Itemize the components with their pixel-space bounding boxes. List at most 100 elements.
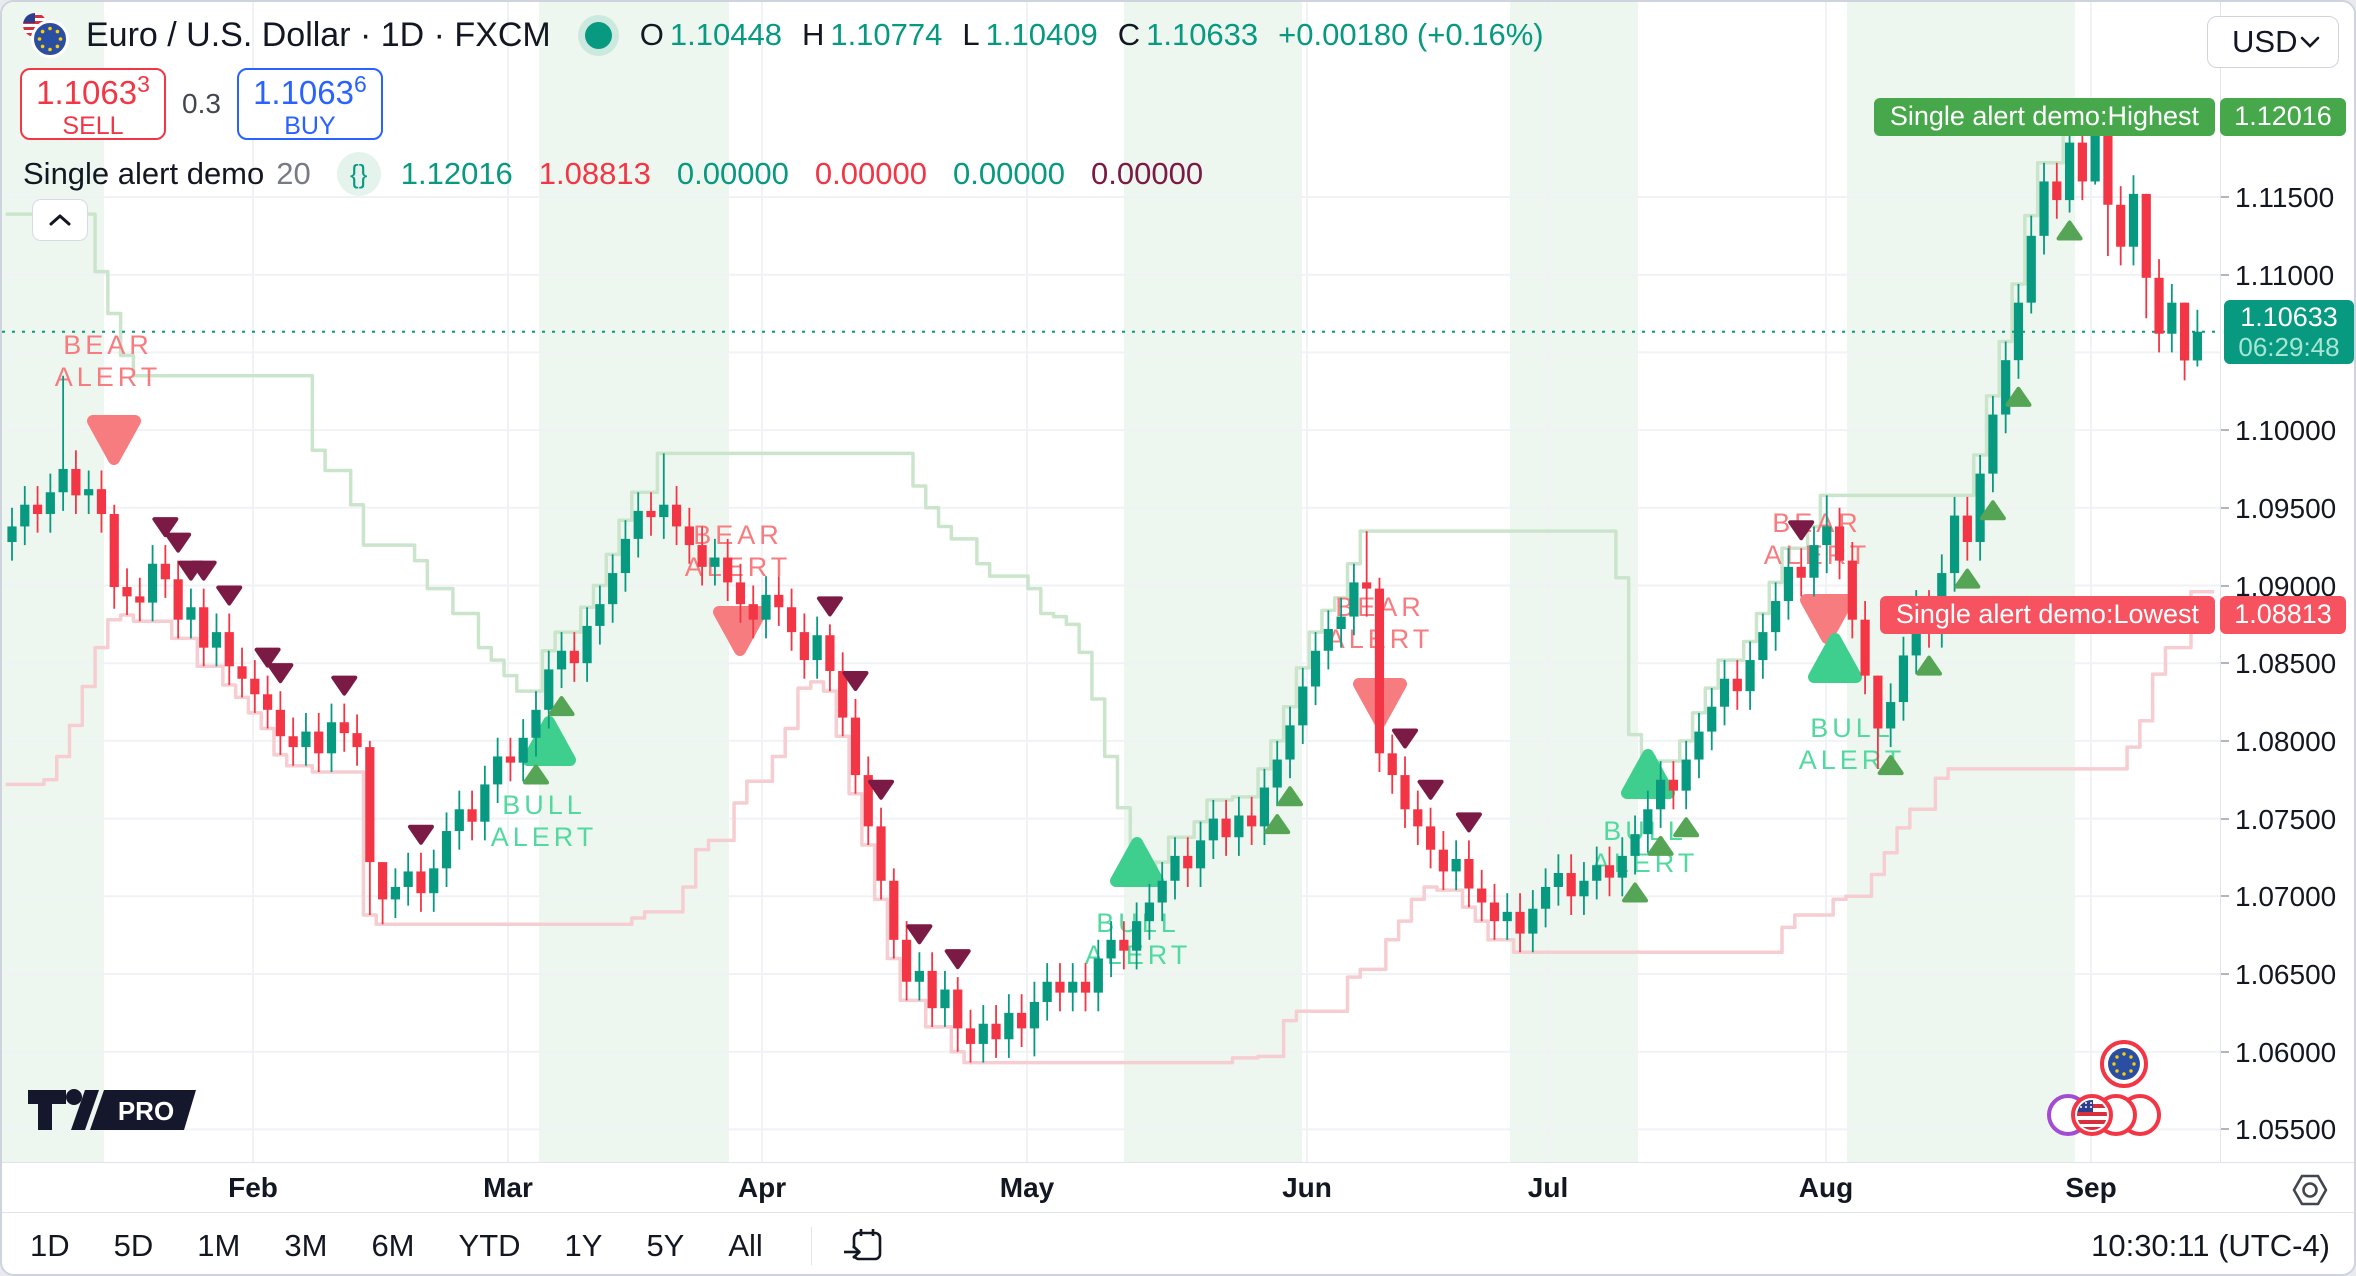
bull-signal-triangle-icon xyxy=(1877,755,1904,776)
symbol-title[interactable]: Euro / U.S. Dollar · 1D · FXCM xyxy=(86,15,551,54)
candle-body xyxy=(58,468,68,493)
candle-body xyxy=(1310,650,1321,687)
bull-signal-triangle-icon xyxy=(2005,386,2032,407)
candle-body xyxy=(1106,939,1116,959)
candle-body xyxy=(2013,302,2024,361)
candle-body xyxy=(799,632,809,661)
time-axis[interactable]: Feb Mar Apr May Jun Jul Aug Sep xyxy=(2,1162,2354,1212)
candle-body xyxy=(1247,815,1257,827)
candle-body xyxy=(1962,515,1972,542)
candle-body xyxy=(889,880,899,940)
indicator-value: 1.08813 xyxy=(538,156,651,191)
candle-body xyxy=(991,1023,1001,1040)
price-chart[interactable]: BEARALERTBULLALERTBEARALERTBULLALERTBEAR… xyxy=(2,2,2220,1162)
candle-body xyxy=(1528,908,1538,934)
bear-signal-triangle-icon xyxy=(267,663,294,684)
candle-body xyxy=(1208,818,1218,841)
candle-body xyxy=(838,670,848,718)
candle-body xyxy=(1029,1001,1039,1029)
range-button-5y[interactable]: 5Y xyxy=(646,1227,685,1263)
time-axis-month-label: Sep xyxy=(2065,1172,2117,1203)
candle-body xyxy=(1719,678,1730,707)
range-button-1d[interactable]: 1D xyxy=(30,1227,70,1263)
candle-body xyxy=(1438,849,1448,872)
candle-body xyxy=(505,756,516,763)
session-highlight-band xyxy=(2,2,104,1162)
symbol-flags xyxy=(2047,1040,2161,1136)
svg-text:BEAR: BEAR xyxy=(1772,508,1862,538)
price-axis-tick xyxy=(2221,895,2229,898)
price-axis[interactable]: 1.11500 1.11000 1.10000 1.09500 1.09000 1.085… xyxy=(2220,2,2354,1162)
candle-body xyxy=(1515,911,1525,934)
range-button-5d[interactable]: 5D xyxy=(113,1227,154,1263)
alert-label-highest[interactable]: Single alert demo:Highest 1.12016 xyxy=(1873,97,2346,136)
candle-body xyxy=(646,510,656,518)
indicator-lower-band xyxy=(5,589,2214,1065)
bull-signal-triangle-icon xyxy=(1673,817,1700,838)
candle-body xyxy=(1374,588,1385,754)
candle-body xyxy=(850,717,861,776)
range-button-3m[interactable]: 3M xyxy=(284,1227,328,1263)
time-axis-month-label: Apr xyxy=(737,1172,787,1203)
candle-body xyxy=(403,871,413,887)
currency-dropdown[interactable]: USD xyxy=(2207,16,2339,68)
pro-badge: PRO xyxy=(118,1096,174,1126)
sell-button[interactable]: 1.10633 SELL xyxy=(20,68,166,140)
go-to-date-icon[interactable] xyxy=(842,1224,886,1268)
candle-body xyxy=(595,604,605,626)
bull-signal-triangle-icon xyxy=(1954,568,1981,589)
price-axis-label: 1.08000 xyxy=(2235,725,2337,757)
range-button-1m[interactable]: 1M xyxy=(197,1227,241,1263)
alert-label-lowest[interactable]: Single alert demo:Lowest 1.08813 xyxy=(1879,595,2346,634)
candle-body xyxy=(659,504,669,518)
range-button-6m[interactable]: 6M xyxy=(371,1227,415,1263)
candle-body xyxy=(1170,855,1180,881)
candle-body xyxy=(518,737,528,763)
collapse-legend-button[interactable] xyxy=(32,199,88,241)
candle-body xyxy=(224,632,234,667)
open-label: O xyxy=(639,17,664,52)
market-status-dot[interactable] xyxy=(584,21,612,49)
candle-body xyxy=(812,635,822,661)
price-axis-tick xyxy=(2221,1128,2229,1131)
candle-body xyxy=(2090,131,2100,182)
range-button-ytd[interactable]: YTD xyxy=(458,1227,521,1263)
candle-body xyxy=(7,526,17,542)
candle-body xyxy=(1042,981,1052,1002)
indicator-legend[interactable]: Single alert demo 20 {} 1.12016 1.08813 0.… xyxy=(23,152,1229,196)
candle-body xyxy=(1834,526,1845,561)
price-axis-label: 1.07500 xyxy=(2235,803,2337,835)
low-label: L xyxy=(962,17,980,52)
candle-body xyxy=(1809,545,1819,578)
alert-lowest-text: Single alert demo:Lowest xyxy=(1879,595,2215,634)
price-axis-label: 1.07000 xyxy=(2235,881,2337,913)
candle-body xyxy=(1617,855,1627,878)
price-axis-tick xyxy=(2221,196,2229,198)
candle-body xyxy=(314,731,324,754)
candle-body xyxy=(953,989,963,1029)
axis-settings-gear-icon[interactable] xyxy=(2290,1171,2330,1209)
candle-body xyxy=(1413,809,1423,827)
buy-button[interactable]: 1.10636 BUY xyxy=(236,68,383,140)
bear-signal-triangle-icon xyxy=(152,517,179,538)
time-axis-month-label: May xyxy=(999,1172,1055,1203)
candle-body xyxy=(1336,616,1346,630)
price-axis-label: 1.09500 xyxy=(2235,492,2337,524)
candle-body xyxy=(173,579,183,620)
range-button-all[interactable]: All xyxy=(728,1227,763,1263)
bear-signal-triangle-icon xyxy=(842,670,869,691)
candle-body xyxy=(1566,872,1576,897)
candle-body xyxy=(825,635,835,671)
tradingview-logo[interactable]: PRO xyxy=(24,1080,204,1140)
range-button-1y[interactable]: 1Y xyxy=(564,1227,603,1263)
candle-body xyxy=(1886,702,1896,729)
candle-body xyxy=(710,557,720,567)
candle-body xyxy=(365,747,375,863)
candle-body xyxy=(671,504,682,527)
close-value: 1.10633 xyxy=(1146,17,1259,52)
candle-body xyxy=(927,970,937,1009)
bull-signal-triangle-icon xyxy=(1264,814,1291,835)
candle-body xyxy=(454,809,464,832)
price-axis-tick xyxy=(2221,506,2229,509)
bull-signal-triangle-icon xyxy=(1622,882,1649,903)
